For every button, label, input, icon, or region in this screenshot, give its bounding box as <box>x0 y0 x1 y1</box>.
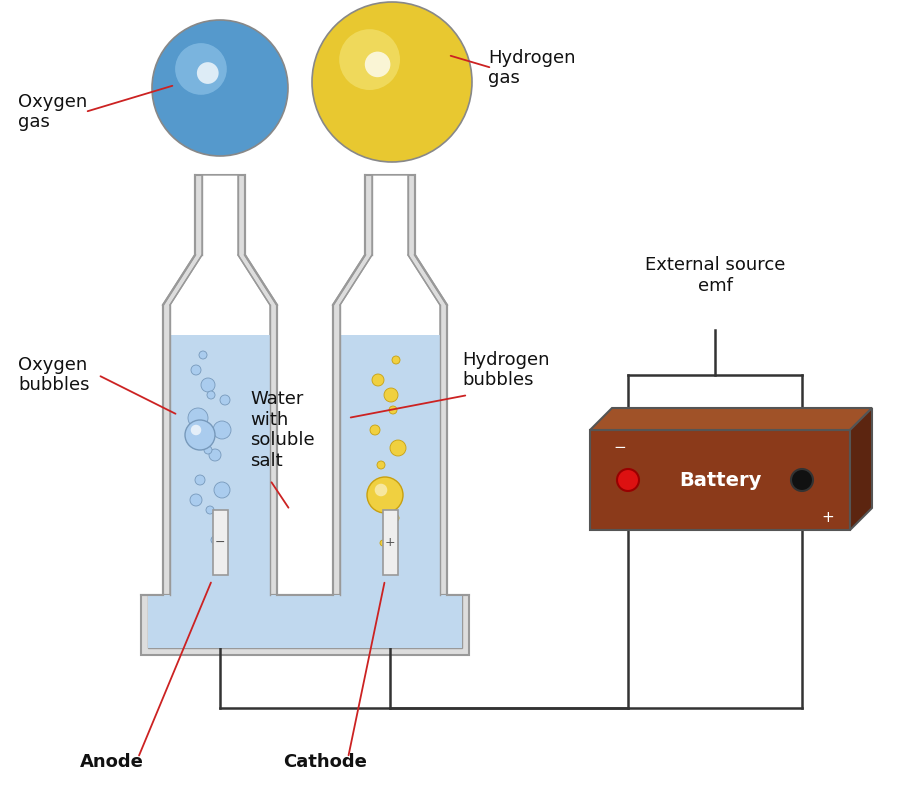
Circle shape <box>190 435 200 445</box>
Circle shape <box>199 351 207 359</box>
Polygon shape <box>170 175 270 595</box>
Circle shape <box>372 374 384 386</box>
Circle shape <box>370 425 380 435</box>
Circle shape <box>207 391 215 399</box>
Circle shape <box>384 388 398 402</box>
Text: Oxygen
gas: Oxygen gas <box>18 93 87 132</box>
Bar <box>141 595 469 655</box>
Bar <box>277 595 333 648</box>
Circle shape <box>185 420 215 450</box>
Bar <box>213 510 228 575</box>
Circle shape <box>617 469 639 491</box>
Text: Battery: Battery <box>679 470 761 489</box>
Text: +: + <box>384 535 395 549</box>
Circle shape <box>365 52 391 77</box>
Circle shape <box>371 495 381 505</box>
Text: Water
with
soluble
salt: Water with soluble salt <box>250 390 315 470</box>
Bar <box>170 335 270 595</box>
Circle shape <box>380 540 386 546</box>
Circle shape <box>204 446 212 454</box>
Bar <box>590 430 850 530</box>
Circle shape <box>206 506 214 514</box>
Text: Cathode: Cathode <box>283 753 367 771</box>
Text: External source
emf: External source emf <box>645 256 785 295</box>
Bar <box>340 335 440 595</box>
Circle shape <box>312 2 472 162</box>
Text: Anode: Anode <box>80 753 144 771</box>
Polygon shape <box>590 408 872 430</box>
Text: Hydrogen
gas: Hydrogen gas <box>488 48 576 87</box>
Circle shape <box>392 356 400 364</box>
Circle shape <box>213 421 231 439</box>
Polygon shape <box>850 408 872 530</box>
Circle shape <box>195 475 205 485</box>
Circle shape <box>220 395 230 405</box>
Circle shape <box>190 494 202 506</box>
Bar <box>383 510 398 575</box>
Circle shape <box>176 43 226 95</box>
Bar <box>148 595 462 648</box>
Polygon shape <box>333 175 447 595</box>
Polygon shape <box>163 175 277 595</box>
Circle shape <box>391 514 399 522</box>
Text: −: − <box>214 535 225 549</box>
Circle shape <box>375 484 387 496</box>
Circle shape <box>188 408 208 428</box>
Circle shape <box>339 29 400 90</box>
Polygon shape <box>340 175 440 595</box>
Circle shape <box>191 365 201 375</box>
Circle shape <box>389 406 397 414</box>
Circle shape <box>211 536 219 544</box>
Circle shape <box>377 461 385 469</box>
Circle shape <box>367 477 403 513</box>
Circle shape <box>209 449 221 461</box>
Text: +: + <box>821 511 834 526</box>
Circle shape <box>214 482 230 498</box>
Text: Hydrogen
bubbles: Hydrogen bubbles <box>462 351 550 389</box>
Circle shape <box>197 62 219 84</box>
Text: −: − <box>614 440 626 455</box>
Bar <box>148 595 462 648</box>
Circle shape <box>190 425 201 435</box>
Circle shape <box>390 440 406 456</box>
Text: Oxygen
bubbles: Oxygen bubbles <box>18 355 90 394</box>
Circle shape <box>152 20 288 156</box>
Circle shape <box>791 469 813 491</box>
Circle shape <box>201 378 215 392</box>
